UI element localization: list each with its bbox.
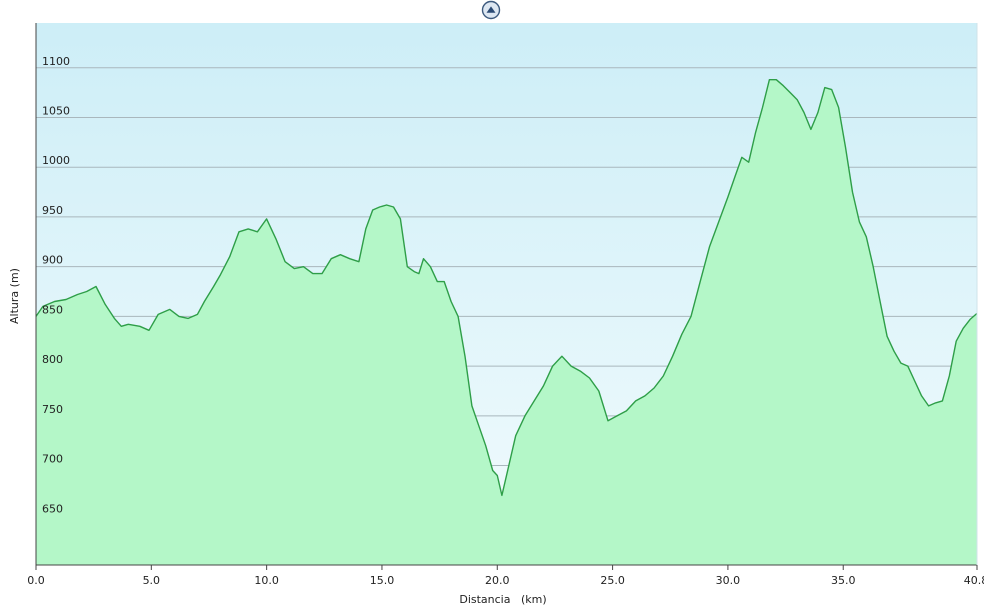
y-axis-title: Altura (m) <box>8 268 21 324</box>
x-tick-label: 15.0 <box>370 574 395 587</box>
collapse-button[interactable] <box>481 0 501 20</box>
y-tick-label: 750 <box>42 403 63 416</box>
x-tick-label: 30.0 <box>716 574 741 587</box>
y-tick-label: 700 <box>42 453 63 466</box>
x-tick-label: 0.0 <box>27 574 45 587</box>
y-tick-label: 1000 <box>42 154 70 167</box>
y-tick-label: 1100 <box>42 55 70 68</box>
x-axis-ticks: 0.0 5.0 10.0 15.0 20.0 25.0 30.0 35.0 40.8 <box>27 565 984 587</box>
x-tick-label: 25.0 <box>600 574 625 587</box>
x-tick-label: 5.0 <box>143 574 161 587</box>
y-tick-label: 950 <box>42 204 63 217</box>
y-axis-ticks: 650 700 750 800 850 900 950 1000 1050 1100 <box>42 55 70 516</box>
x-axis-title: Distancia (km) <box>459 593 546 606</box>
chevron-up-icon <box>486 6 496 13</box>
y-tick-label: 1050 <box>42 104 70 117</box>
y-tick-label: 800 <box>42 353 63 366</box>
x-tick-label: 40.8 <box>964 574 984 587</box>
elevation-area <box>36 79 977 565</box>
elevation-line <box>35 79 978 497</box>
x-tick-label: 35.0 <box>831 574 856 587</box>
y-tick-label: 850 <box>42 303 63 316</box>
y-tick-label: 900 <box>42 254 63 267</box>
x-tick-label: 10.0 <box>254 574 279 587</box>
y-tick-label: 650 <box>42 502 63 515</box>
x-tick-label: 20.0 <box>485 574 510 587</box>
